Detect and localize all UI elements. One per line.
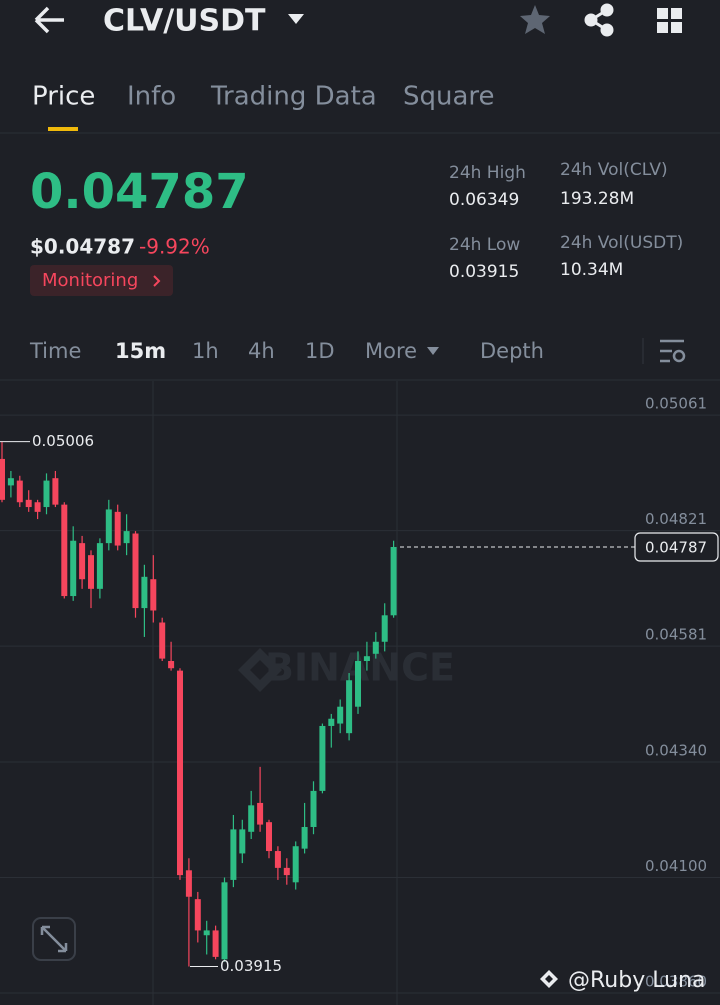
stat-label: 24h Low — [449, 235, 520, 255]
y-tick-label: 0.04581 — [645, 626, 707, 644]
candle-body — [372, 641, 379, 654]
stat-label: 24h High — [449, 163, 526, 183]
candle-body — [221, 882, 228, 960]
tab[interactable]: Trading Data — [210, 82, 377, 112]
candle-body — [16, 480, 23, 503]
candle-body — [355, 661, 361, 707]
candle-body — [292, 846, 299, 883]
price-usd: $0.04787 — [30, 235, 135, 259]
interval-option[interactable]: Time — [29, 339, 81, 363]
chart: BINANCE0.050610.048210.045810.043400.041… — [0, 381, 720, 1005]
candle-body — [194, 899, 201, 931]
tab[interactable]: Info — [127, 82, 176, 112]
candle-body — [257, 802, 264, 825]
share-icon[interactable] — [584, 3, 614, 37]
candle-body — [105, 509, 112, 544]
low-marker-label: 0.03915 — [220, 957, 282, 975]
y-tick-label: 0.04100 — [645, 857, 707, 875]
pair-title[interactable]: CLV/USDT — [103, 4, 266, 39]
stat-label: 24h Vol(CLV) — [560, 160, 668, 180]
candle-body — [266, 822, 272, 852]
candle-body — [52, 478, 59, 505]
candle-body — [185, 870, 192, 897]
y-tick-label: 0.03860 — [645, 972, 707, 990]
interval-option[interactable]: More — [365, 339, 417, 363]
candle-body — [0, 458, 5, 500]
candle-body — [114, 511, 121, 546]
candle-body — [70, 540, 77, 597]
interval-option[interactable]: Depth — [480, 339, 544, 363]
candle-body — [239, 829, 246, 854]
monitoring-label[interactable]: Monitoring — [42, 270, 138, 291]
interval-option[interactable]: 1h — [192, 339, 219, 363]
expand-button[interactable] — [32, 917, 76, 961]
credit-logo — [540, 970, 558, 988]
candle-body — [168, 661, 175, 669]
active-tab-indicator — [48, 127, 78, 131]
candle-body — [25, 499, 32, 508]
last-price-box — [634, 532, 719, 562]
tab[interactable]: Square — [403, 82, 495, 112]
candle-body — [43, 480, 50, 508]
price-change: -9.92% — [139, 235, 210, 259]
interval-option[interactable]: 15m — [115, 339, 166, 363]
monitoring-badge[interactable] — [30, 265, 173, 296]
grid-menu-icon[interactable] — [657, 8, 682, 33]
back-button[interactable] — [34, 6, 64, 34]
more-dropdown[interactable] — [427, 347, 439, 355]
candle-body — [301, 826, 308, 849]
candle-body — [337, 706, 344, 724]
candle-body — [212, 930, 219, 957]
candle-body — [346, 680, 353, 734]
y-tick-label: 0.04821 — [645, 510, 707, 528]
pair-dropdown[interactable] — [288, 14, 304, 24]
candle-body — [328, 718, 335, 726]
candle-body — [283, 867, 290, 876]
stat-label: 24h Vol(USDT) — [560, 233, 683, 253]
candle-body — [310, 790, 317, 827]
candle-body — [132, 533, 139, 609]
candle-body — [274, 851, 281, 868]
candle-body — [123, 531, 130, 544]
candle-body — [61, 504, 68, 597]
stat-value: 193.28M — [560, 189, 634, 209]
candle-body — [96, 543, 103, 589]
candle-body — [141, 576, 148, 609]
interval-option[interactable]: 4h — [248, 339, 275, 363]
chart-settings-icon[interactable] — [660, 339, 686, 363]
candle-body — [159, 622, 166, 659]
stat-value: 0.03915 — [449, 262, 519, 282]
stat-value: 10.34M — [560, 260, 623, 280]
last-price-tag: 0.04787 — [645, 538, 707, 556]
candle-body — [34, 502, 41, 512]
candle-body — [390, 546, 397, 616]
interval-option[interactable]: 1D — [305, 339, 335, 363]
y-tick-label: 0.05061 — [645, 395, 707, 413]
candle-body — [150, 579, 157, 611]
candle-body — [230, 829, 237, 880]
stat-value: 0.06349 — [449, 190, 519, 210]
monitoring-chevron — [153, 275, 161, 287]
candle-body — [79, 543, 86, 580]
candle-body — [203, 930, 210, 936]
candle-body — [177, 670, 183, 876]
candle-body — [363, 656, 370, 662]
candle-body — [381, 615, 388, 642]
favorite-icon[interactable] — [520, 5, 550, 34]
candle-body — [319, 725, 326, 791]
candle-body — [88, 555, 94, 589]
credit: @Ruby Luna — [568, 968, 705, 993]
candle-body — [7, 478, 14, 486]
last-price: 0.04787 — [30, 164, 249, 220]
tab[interactable]: Price — [32, 82, 95, 112]
high-marker-label: 0.05006 — [32, 432, 94, 450]
y-tick-label: 0.04340 — [645, 742, 707, 760]
candle-body — [248, 805, 255, 832]
watermark-logo — [238, 648, 282, 692]
